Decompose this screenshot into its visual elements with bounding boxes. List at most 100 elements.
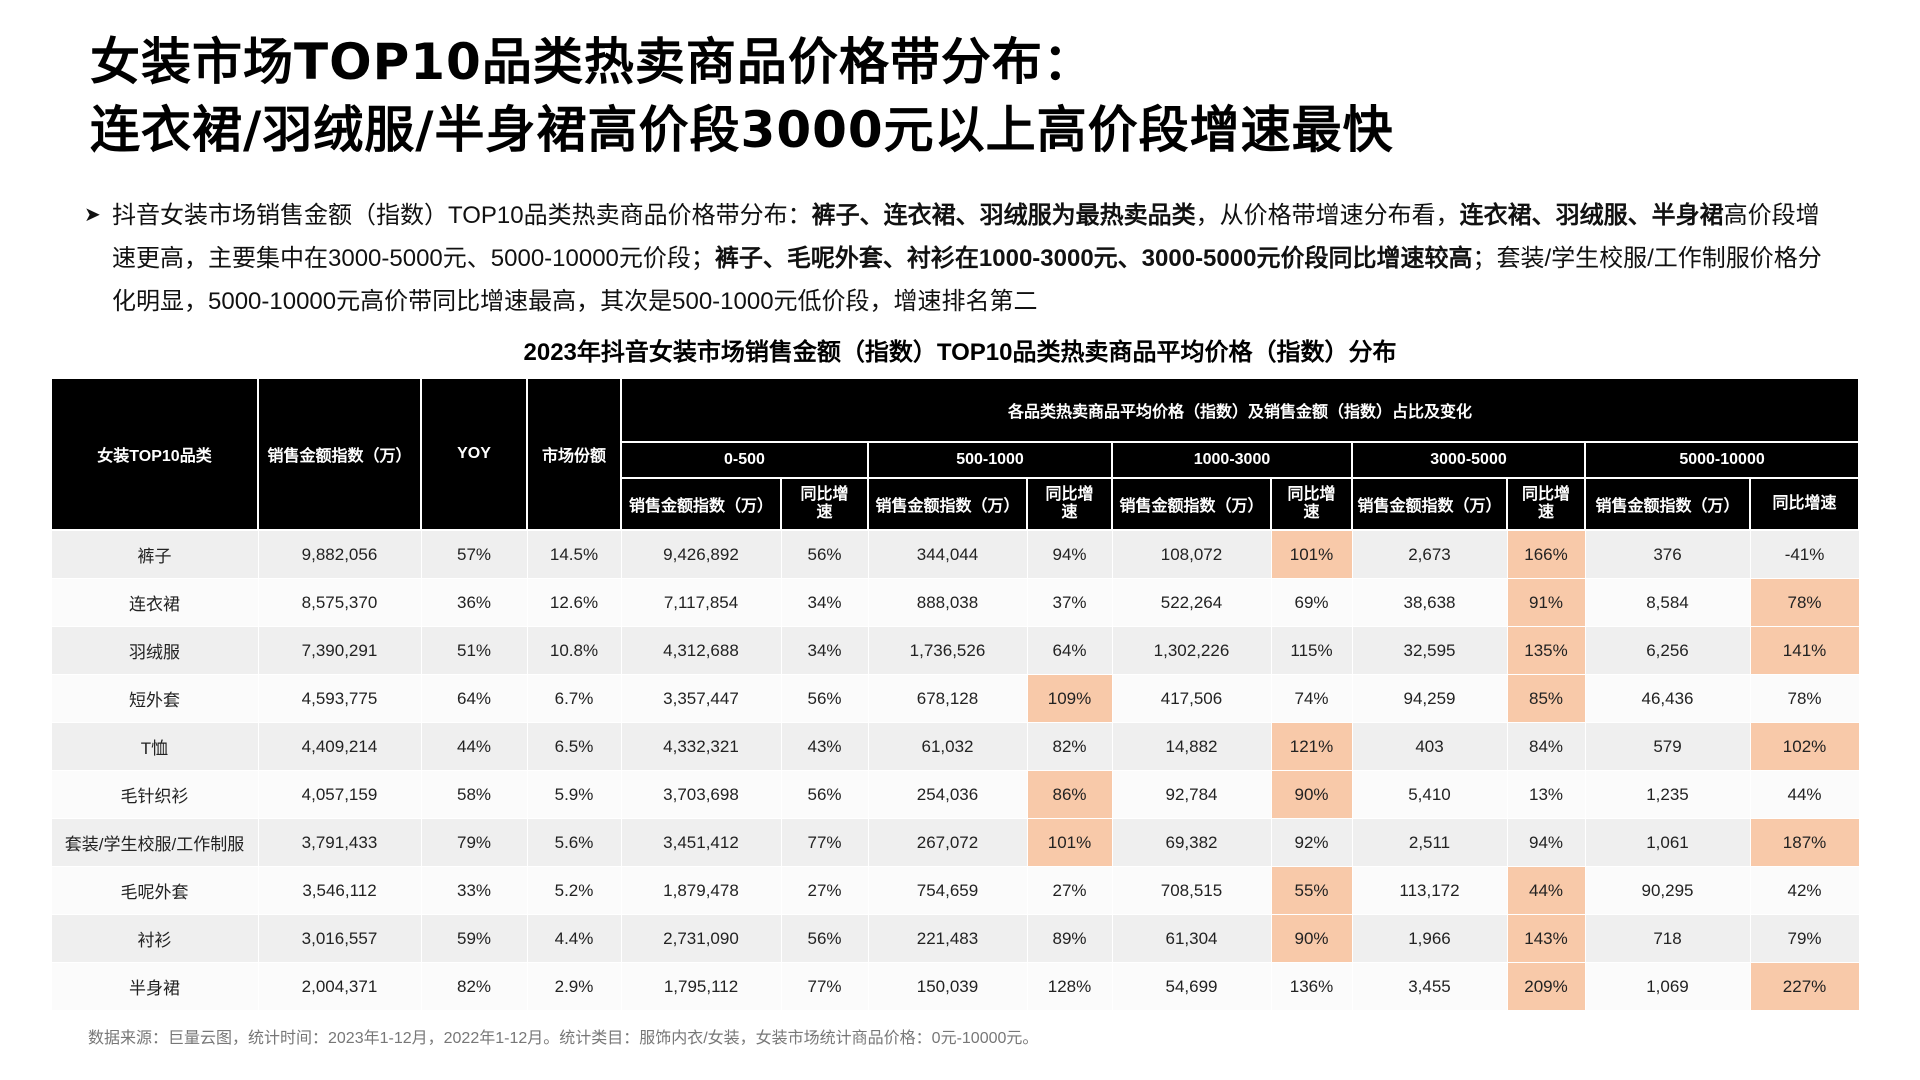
- table-row: 半身裙 2,004,371 82% 2.9% 1,795,112 77% 150,039 12…: [50, 962, 1860, 1011]
- cell-yoy: 33%: [420, 866, 528, 915]
- cell-band-sales: 267,072: [867, 818, 1028, 867]
- cell-band-growth: 90%: [1270, 914, 1353, 963]
- table-row: 裤子 9,882,056 57% 14.5% 9,426,892 56% 344,044 94…: [50, 529, 1860, 579]
- cell-band-sales: 4,332,321: [620, 722, 782, 771]
- summary-text: 抖音女装市场销售金额（指数）TOP10品类热卖商品价格带分布：裤子、连衣裙、羽绒…: [112, 194, 1834, 323]
- cell-band-growth: -41%: [1749, 529, 1860, 579]
- cell-band-growth: 136%: [1270, 962, 1353, 1011]
- cell-yoy: 58%: [420, 770, 528, 819]
- cell-sales: 3,016,557: [257, 914, 422, 963]
- table-title: 2023年抖音女装市场销售金额（指数）TOP10品类热卖商品平均价格（指数）分布: [523, 339, 1397, 366]
- cell-yoy: 36%: [420, 578, 528, 627]
- table-row: 连衣裙 8,575,370 36% 12.6% 7,117,854 34% 888,038 3…: [50, 578, 1860, 627]
- cell-sales: 4,409,214: [257, 722, 422, 771]
- header-group: 各品类热卖商品平均价格（指数）及销售金额（指数）占比及变化: [619, 377, 1861, 443]
- table-row: 羽绒服 7,390,291 51% 10.8% 4,312,688 34% 1,736,52…: [50, 626, 1860, 675]
- cell-band-sales: 32,595: [1351, 626, 1508, 675]
- summary-part-3: 高价段增速更高，主要集中在3000-5000元、5000-10000元价段；: [112, 202, 1820, 272]
- cell-yoy: 44%: [420, 722, 528, 771]
- header-band: 0-500: [620, 441, 869, 479]
- cell-band-growth: 37%: [1026, 578, 1113, 627]
- page-title: 女装市场TOP10品类热卖商品价格带分布： 连衣裙/羽绒服/半身裙高价段3000…: [90, 28, 1850, 164]
- header-yoy: YOY: [420, 377, 528, 531]
- cell-band-growth: 27%: [780, 866, 869, 915]
- table-row: T恤 4,409,214 44% 6.5% 4,332,321 43% 61,032 82% 1…: [50, 722, 1860, 771]
- cell-band-growth: 101%: [1270, 529, 1353, 579]
- cell-yoy: 79%: [420, 818, 528, 867]
- cell-band-growth: 77%: [780, 818, 869, 867]
- cell-band-growth: 89%: [1026, 914, 1113, 963]
- header-band: 1000-3000: [1111, 441, 1353, 479]
- cell-band-sales: 1,302,226: [1111, 626, 1272, 675]
- cell-band-growth: 78%: [1749, 578, 1860, 627]
- header-share: 市场份额: [526, 377, 622, 531]
- cell-share: 14.5%: [526, 529, 622, 579]
- cell-band-growth: 74%: [1270, 674, 1353, 723]
- cell-band-growth: 209%: [1506, 962, 1586, 1011]
- bullet-arrow-icon: ➤: [84, 204, 101, 226]
- cell-band-growth: 84%: [1506, 722, 1586, 771]
- cell-yoy: 64%: [420, 674, 528, 723]
- cell-band-growth: 42%: [1749, 866, 1860, 915]
- summary-part-4: ；套装/学生校服/工作制服价格分化明显，5000-10000元高价带同比增速最高…: [112, 245, 1822, 315]
- cell-sales: 3,546,112: [257, 866, 422, 915]
- cell-sales: 4,593,775: [257, 674, 422, 723]
- header-band-growth: 同比增速: [1506, 477, 1586, 531]
- cell-sales: 8,575,370: [257, 578, 422, 627]
- cell-band-growth: 82%: [1026, 722, 1113, 771]
- header-band-sales: 销售金额指数（万）: [620, 477, 782, 531]
- cell-band-growth: 94%: [1026, 529, 1113, 579]
- cell-sales: 2,004,371: [257, 962, 422, 1011]
- cell-band-growth: 109%: [1026, 674, 1113, 723]
- cell-band-growth: 34%: [780, 626, 869, 675]
- table-row: 短外套 4,593,775 64% 6.7% 3,357,447 56% 678,128 10…: [50, 674, 1860, 723]
- header-band-growth: 同比增速: [1026, 477, 1113, 531]
- cell-band-sales: 69,382: [1111, 818, 1272, 867]
- cell-yoy: 57%: [420, 529, 528, 579]
- header-sales: 销售金额指数（万）: [257, 377, 422, 531]
- cell-band-growth: 92%: [1270, 818, 1353, 867]
- cell-band-growth: 56%: [780, 529, 869, 579]
- cell-band-growth: 86%: [1026, 770, 1113, 819]
- cell-band-sales: 1,736,526: [867, 626, 1028, 675]
- cell-band-growth: 90%: [1270, 770, 1353, 819]
- cell-band-sales: 3,703,698: [620, 770, 782, 819]
- cell-band-growth: 141%: [1749, 626, 1860, 675]
- cell-band-sales: 1,966: [1351, 914, 1508, 963]
- header-band-growth: 同比增速: [1270, 477, 1353, 531]
- cell-band-sales: 61,032: [867, 722, 1028, 771]
- cell-band-sales: 2,511: [1351, 818, 1508, 867]
- cell-band-sales: 403: [1351, 722, 1508, 771]
- header-band: 5000-10000: [1583, 441, 1861, 479]
- cell-band-sales: 2,673: [1351, 529, 1508, 579]
- cell-band-sales: 9,426,892: [620, 529, 782, 579]
- cell-band-sales: 94,259: [1351, 674, 1508, 723]
- cell-band-growth: 64%: [1026, 626, 1113, 675]
- cell-yoy: 51%: [420, 626, 528, 675]
- cell-band-growth: 77%: [780, 962, 869, 1011]
- cell-band-sales: 254,036: [867, 770, 1028, 819]
- cell-band-sales: 6,256: [1584, 626, 1751, 675]
- cell-share: 12.6%: [526, 578, 622, 627]
- cell-band-growth: 13%: [1506, 770, 1586, 819]
- summary-paragraph: ➤ 抖音女装市场销售金额（指数）TOP10品类热卖商品价格带分布：裤子、连衣裙、…: [84, 194, 1834, 323]
- cell-band-sales: 113,172: [1351, 866, 1508, 915]
- cell-category: 短外套: [50, 674, 259, 723]
- cell-band-sales: 150,039: [867, 962, 1028, 1011]
- cell-band-growth: 78%: [1749, 674, 1860, 723]
- cell-band-sales: 2,731,090: [620, 914, 782, 963]
- cell-band-growth: 101%: [1026, 818, 1113, 867]
- cell-band-sales: 92,784: [1111, 770, 1272, 819]
- cell-band-sales: 3,455: [1351, 962, 1508, 1011]
- cell-band-growth: 56%: [780, 914, 869, 963]
- cell-band-sales: 221,483: [867, 914, 1028, 963]
- cell-band-sales: 1,235: [1584, 770, 1751, 819]
- cell-category: 毛针织衫: [50, 770, 259, 819]
- price-band-table: 女装TOP10品类 销售金额指数（万） YOY 市场份额 各品类热卖商品平均价格…: [50, 377, 1861, 1011]
- cell-band-sales: 718: [1584, 914, 1751, 963]
- header-band: 3000-5000: [1351, 441, 1586, 479]
- cell-band-sales: 3,357,447: [620, 674, 782, 723]
- table-row: 衬衫 3,016,557 59% 4.4% 2,731,090 56% 221,483 89%…: [50, 914, 1860, 963]
- cell-band-sales: 417,506: [1111, 674, 1272, 723]
- header-band-growth: 同比增速: [780, 477, 869, 531]
